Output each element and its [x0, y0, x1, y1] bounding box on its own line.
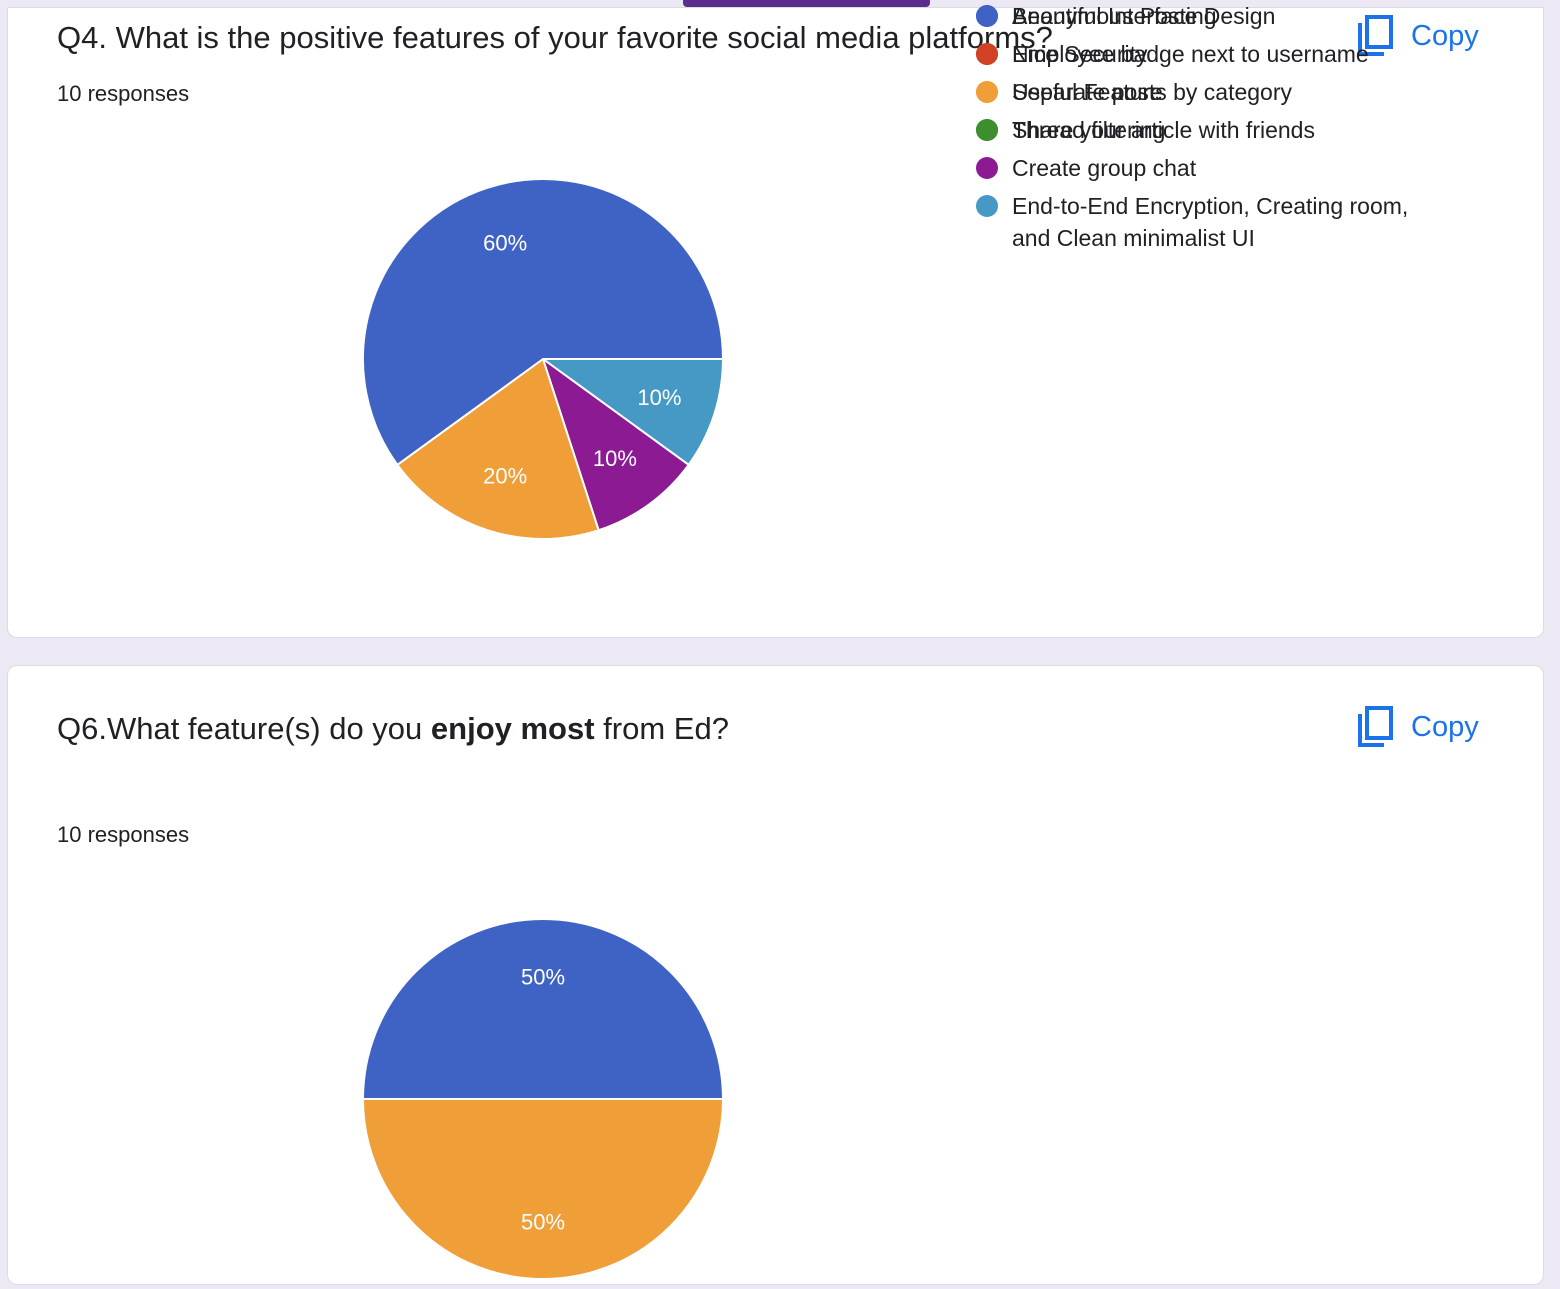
legend-item: Employee badge next to username: [973, 38, 1443, 70]
slice-percent-label: 50%: [521, 1209, 565, 1234]
legend-label: End-to-End Encryption, Creating room, an…: [1012, 193, 1409, 251]
question-title: Q4. What is the positive features of you…: [57, 20, 1053, 55]
legend-swatch: [976, 43, 998, 65]
legend-label: Useful Feature: [1012, 79, 1163, 105]
pie-chart: 10% 10% 20% 60%: [362, 178, 725, 540]
legend-item: End-to-End Encryption, Creating room, an…: [973, 190, 1443, 254]
slice-percent-label: 10%: [593, 446, 637, 471]
legend-label: Anonymous Posting: [1012, 3, 1217, 29]
question-title-bold: enjoy most: [430, 711, 595, 746]
legend-label: Separate posts by category: [1012, 79, 1292, 105]
legend-label: Employee badge next to username: [1012, 41, 1369, 67]
legend-label: Beautiful Interface Design: [1012, 3, 1276, 29]
legend-swatch: [976, 157, 998, 179]
response-count: 10 responses: [57, 822, 190, 847]
top-accent-bar: [683, 0, 930, 7]
copy-icon: [1357, 706, 1397, 748]
legend-label: Nice Security: [1012, 41, 1148, 67]
copy-chart-button[interactable]: Copy: [1357, 702, 1507, 752]
slice-percent-label: 60%: [483, 231, 527, 256]
pie-slice: [361, 918, 725, 1100]
legend-item: Thread filtering: [973, 114, 1443, 146]
legend-swatch: [976, 5, 998, 27]
legend-swatch: [976, 195, 998, 217]
slice-percent-label: 20%: [483, 463, 527, 488]
legend-label: Share your article with friends: [1012, 117, 1315, 143]
question-card-q4: Q4. What is the positive features of you…: [7, 7, 1544, 638]
slice-percent-label: 50%: [521, 965, 565, 990]
copy-label: Copy: [1411, 710, 1479, 743]
pie-slice: [539, 358, 725, 467]
legend-swatch: [976, 119, 998, 141]
pie-slice: [541, 356, 691, 532]
question-title-start: Q6.What feature(s) do you: [57, 711, 431, 746]
pie-slice: [395, 357, 600, 540]
pie-slice: [362, 178, 725, 467]
question-title-end: from Ed?: [594, 711, 729, 746]
pie-chart: 50% 50%: [361, 918, 725, 1280]
copy-label: Copy: [1411, 19, 1479, 52]
question-title: Q6.What feature(s) do you enjoy most fro…: [57, 711, 729, 747]
legend-item: Anonymous Posting: [973, 0, 1443, 32]
copy-icon: [1357, 15, 1397, 57]
response-count: 10 responses: [57, 81, 190, 106]
legend-swatch: [976, 81, 998, 103]
legend-label: Create group chat: [1012, 155, 1197, 181]
copy-chart-button[interactable]: Copy: [1357, 11, 1507, 61]
pie-slice: [361, 1098, 725, 1280]
slice-percent-label: 10%: [637, 385, 681, 410]
question-card-q6: Q6.What feature(s) do you enjoy most fro…: [7, 665, 1544, 1285]
legend-item: Separate posts by category: [973, 76, 1443, 108]
legend-item: Create group chat: [973, 152, 1443, 184]
legend-label: Thread filtering: [1012, 117, 1166, 143]
chart-legend: Anonymous Posting Employee badge next to …: [973, 0, 1443, 152]
